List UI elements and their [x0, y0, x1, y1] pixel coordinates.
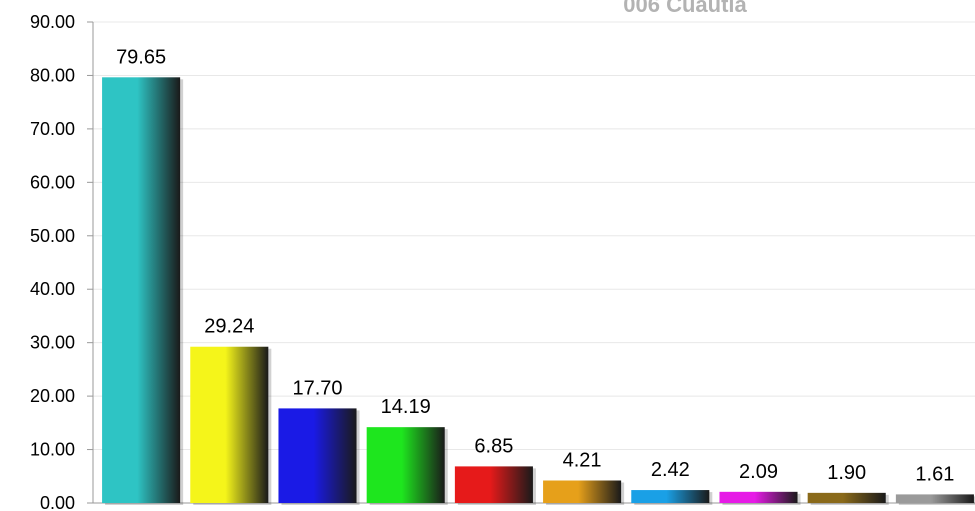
data-label: 1.61: [915, 463, 954, 485]
bar: [190, 346, 269, 503]
bar: [102, 77, 181, 503]
y-tick-label: 30.00: [30, 333, 75, 353]
bar: [895, 494, 974, 503]
data-label: 17.70: [292, 377, 342, 399]
bar: [807, 492, 886, 503]
data-label: 2.09: [739, 461, 778, 483]
data-labels: 79.65 29.24 17.70 14.19 6.85 4.21 2.42 2.09 1.90…: [116, 46, 954, 485]
y-tick-label: 0.00: [40, 493, 75, 511]
bar: [454, 466, 533, 503]
bar: [278, 408, 357, 503]
bar: [631, 490, 710, 503]
y-tick-label: 40.00: [30, 279, 75, 299]
bar: [366, 427, 445, 503]
data-label: 79.65: [116, 46, 166, 68]
y-tick-label: 70.00: [30, 119, 75, 139]
y-tick-label: 10.00: [30, 440, 75, 460]
bar: [719, 491, 798, 503]
chart-title: 006 Cuautla: [623, 0, 747, 17]
bars: [102, 77, 975, 505]
bar: [543, 480, 622, 503]
y-tick-label: 50.00: [30, 226, 75, 246]
y-tick-label: 20.00: [30, 386, 75, 406]
y-axis: 0.00 10.00 20.00 30.00 40.00 50.00 60.00 70.00 8…: [30, 12, 975, 511]
data-label: 2.42: [651, 459, 690, 481]
y-tick-label: 80.00: [30, 65, 75, 85]
y-tick-label: 90.00: [30, 12, 75, 32]
y-tick-label: 60.00: [30, 172, 75, 192]
data-label: 1.90: [827, 462, 866, 484]
data-label: 4.21: [563, 449, 602, 471]
data-label: 6.85: [474, 435, 513, 457]
data-label: 14.19: [381, 396, 431, 418]
data-label: 29.24: [204, 316, 254, 338]
